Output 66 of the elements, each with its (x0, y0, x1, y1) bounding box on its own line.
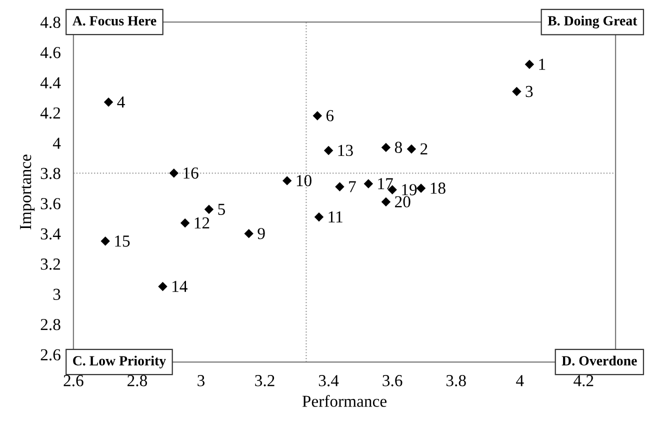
point (169, 168, 179, 178)
annotation: 19 (402, 184, 417, 196)
annotation: 4 (117, 96, 125, 108)
point (524, 60, 534, 69)
annotation: 18 (430, 182, 446, 194)
point (406, 144, 416, 154)
y-tick-label: 4.8 (40, 16, 60, 28)
x-tick-label: 3.4 (318, 375, 339, 386)
y-tick-label: 4.2 (40, 107, 60, 119)
y-tick-label: 2.6 (40, 349, 60, 360)
annotation: A. Focus Here (72, 16, 156, 26)
point (244, 228, 254, 238)
annotation: 17 (378, 178, 393, 190)
point (381, 197, 391, 206)
y-tick-label: 3.4 (40, 228, 61, 240)
x-tick-label: 4.2 (574, 375, 594, 386)
annotation: 10 (296, 175, 312, 186)
annotation: 5 (218, 204, 225, 215)
annotation: 9 (258, 228, 265, 240)
point (204, 204, 214, 214)
annotation: 13 (338, 144, 353, 156)
point (381, 142, 391, 152)
point (312, 111, 322, 120)
point (158, 282, 168, 292)
annotation: D. Overdone (562, 356, 637, 366)
x-axis-title: Performance (302, 395, 386, 407)
annotation: 6 (326, 110, 334, 122)
annotation: B. Doing Great (548, 16, 638, 28)
point (282, 176, 292, 186)
annotation: 3 (526, 86, 533, 98)
y-tick-label: 4.6 (40, 47, 60, 58)
y-tick-label: 4 (52, 138, 61, 149)
x-tick-label: 3.6 (382, 375, 402, 386)
annotation: 2 (420, 143, 428, 154)
x-tick-label: 3.2 (255, 375, 274, 386)
y-tick-label: 2.8 (40, 318, 60, 330)
annotation: 15 (115, 236, 130, 247)
point (364, 179, 374, 188)
y-tick-label: 3.2 (40, 258, 60, 270)
point (512, 86, 522, 96)
x-tick-label: 4 (516, 375, 524, 386)
point (324, 146, 334, 156)
annotation: 14 (172, 280, 188, 292)
y-tick-label: 4.4 (40, 77, 61, 88)
x-tick-label: 3.8 (446, 375, 466, 386)
y-tick-label: 3.8 (40, 168, 60, 180)
y-tick-label: 3.6 (40, 198, 60, 210)
point (100, 236, 110, 246)
point (314, 212, 324, 222)
point (416, 184, 426, 193)
x-tick-label: 2.6 (64, 375, 84, 386)
x-tick-label: 2.8 (128, 375, 148, 386)
annotation: 8 (394, 142, 402, 154)
annotation: C. Low Priority (73, 356, 166, 368)
point (335, 182, 344, 192)
y-axis-title: Importance (20, 154, 35, 230)
annotation: 12 (194, 217, 210, 228)
annotation: 20 (395, 196, 410, 208)
annotation: 1 (539, 58, 546, 70)
point (180, 218, 190, 228)
annotation: 11 (328, 211, 342, 222)
point (104, 98, 114, 107)
y-tick-label: 3 (53, 288, 60, 300)
annotation: 16 (184, 167, 198, 179)
annotation: 7 (349, 181, 356, 192)
x-tick-label: 3 (198, 375, 205, 386)
